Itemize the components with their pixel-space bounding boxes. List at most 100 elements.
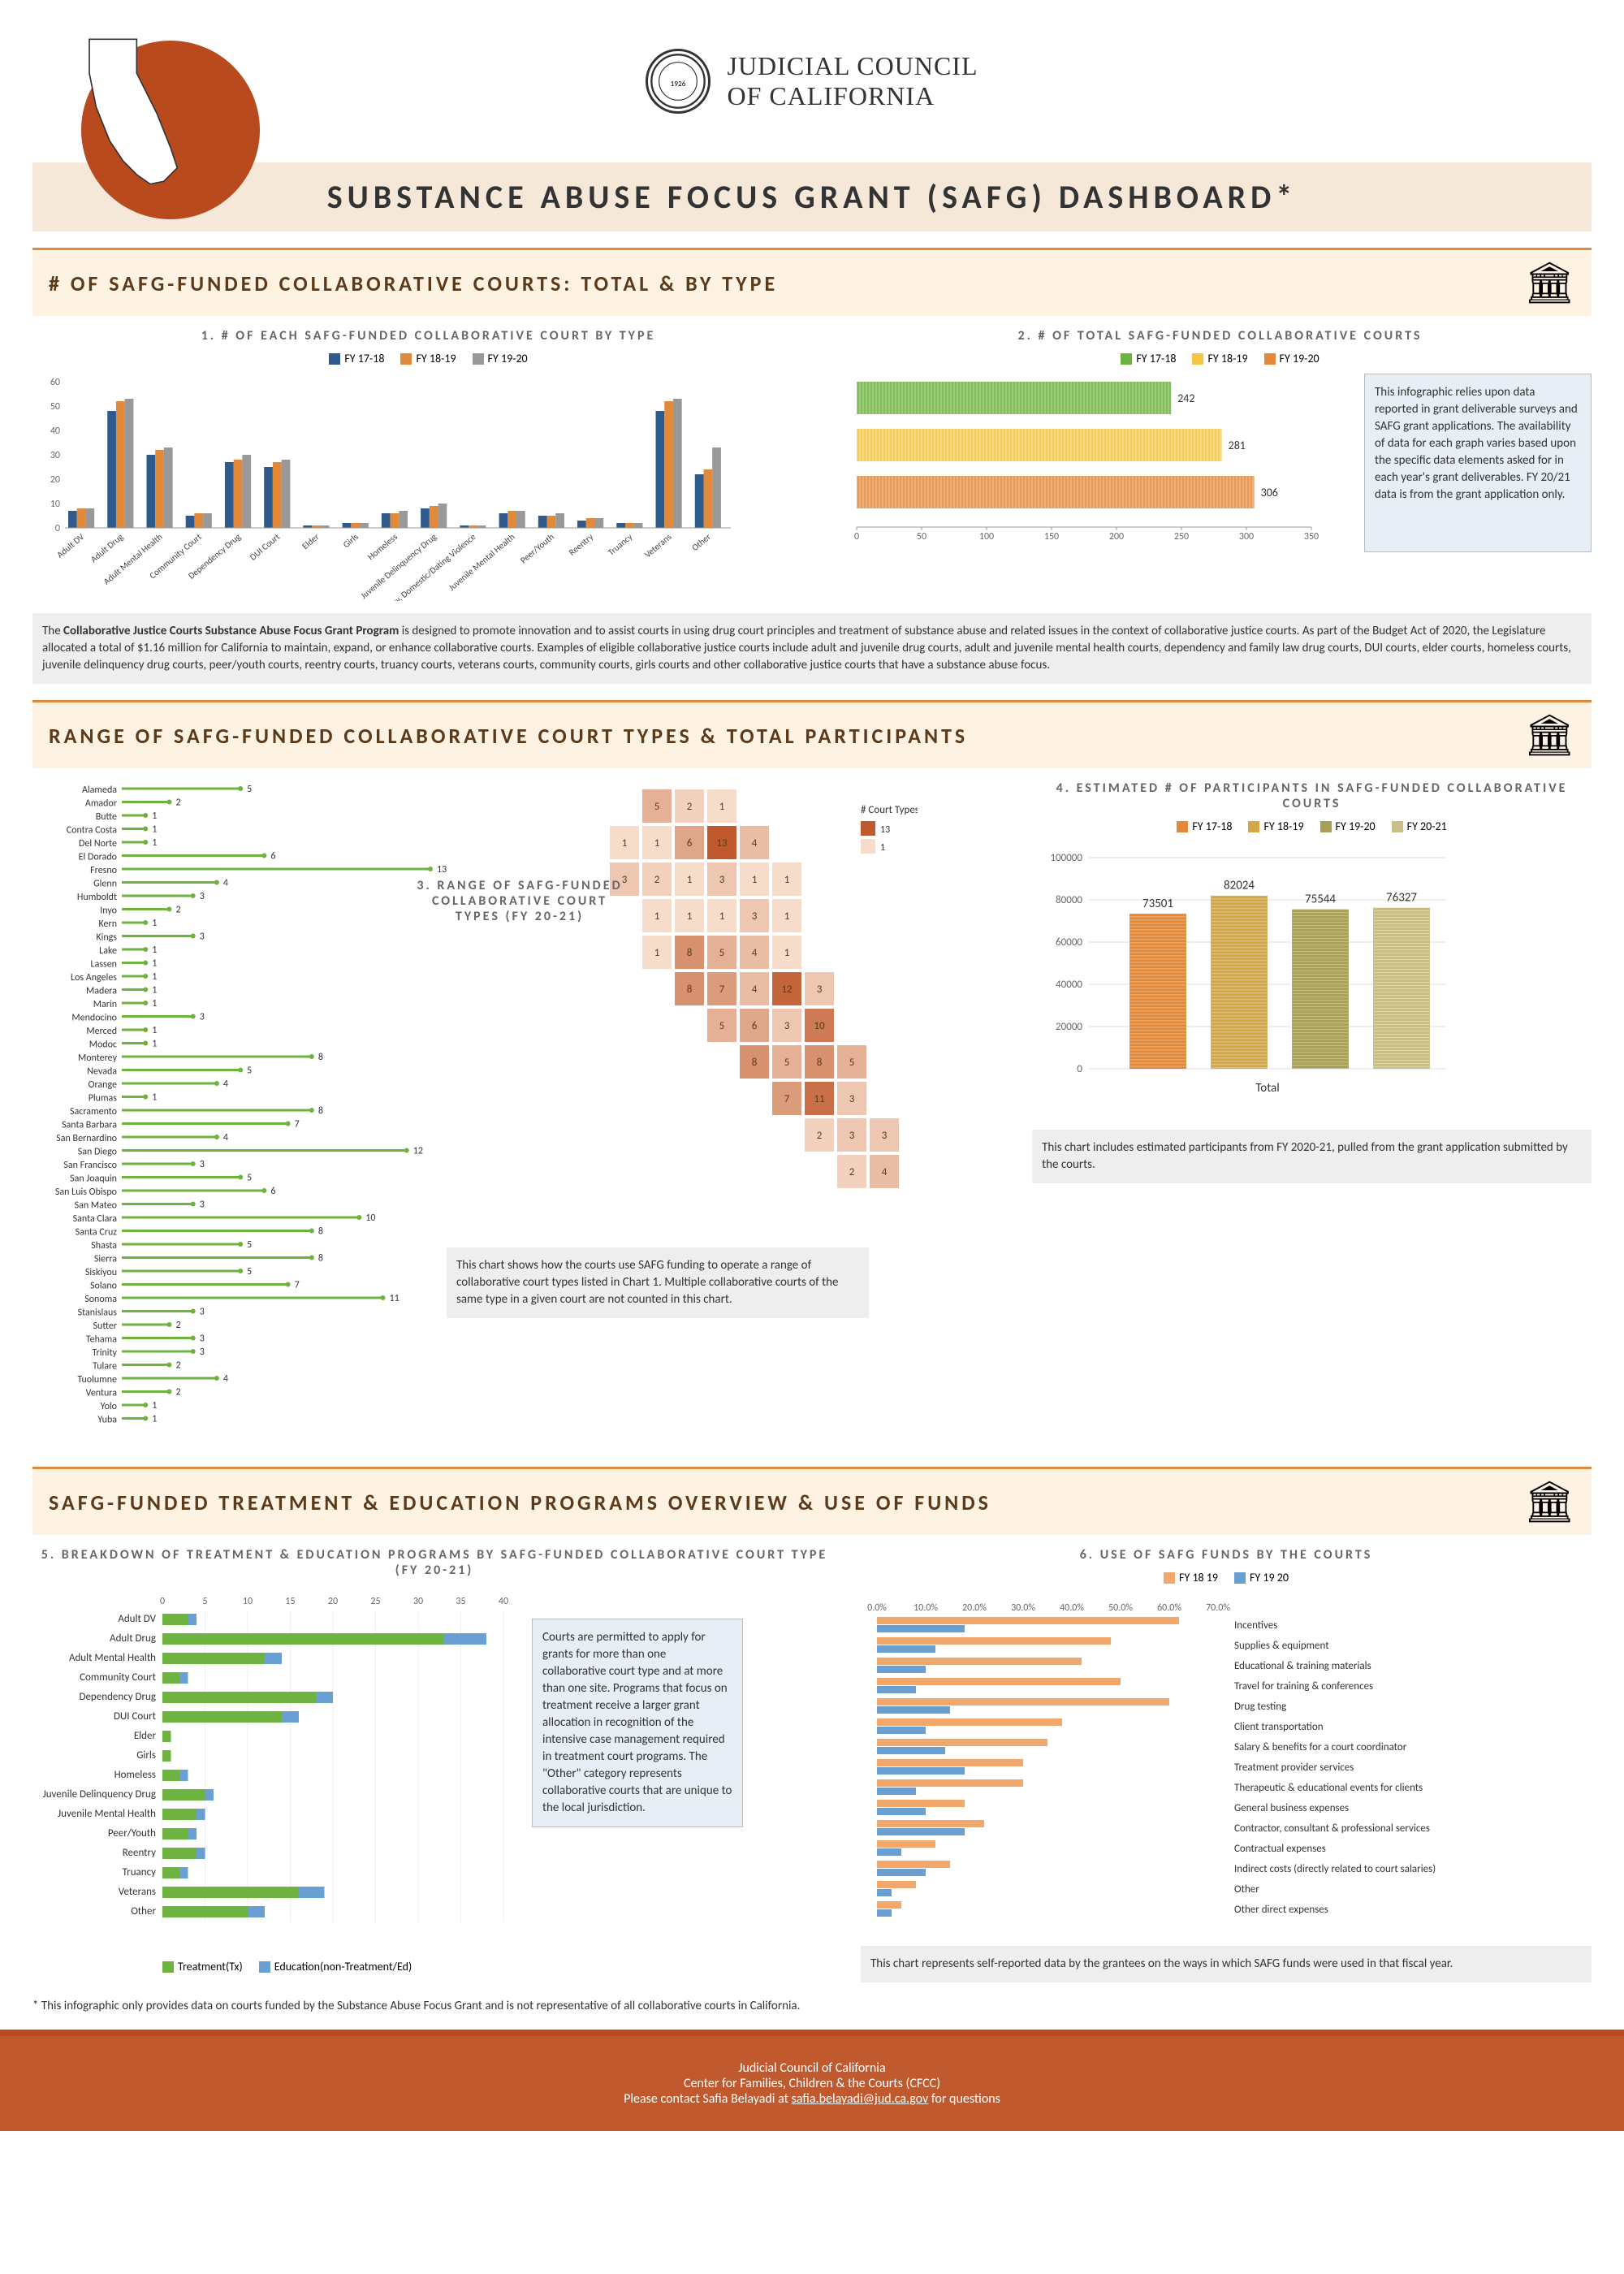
svg-text:4: 4 bbox=[752, 947, 758, 959]
svg-text:2: 2 bbox=[817, 1130, 823, 1142]
svg-text:Sacramento: Sacramento bbox=[70, 1106, 117, 1118]
svg-text:San Luis Obispo: San Luis Obispo bbox=[55, 1187, 117, 1198]
svg-text:San Mateo: San Mateo bbox=[75, 1200, 117, 1212]
building-icon: 🏛 bbox=[1524, 258, 1575, 308]
svg-text:Veterans: Veterans bbox=[642, 531, 673, 560]
svg-text:Other direct expenses: Other direct expenses bbox=[1234, 1904, 1328, 1916]
svg-text:3: 3 bbox=[200, 1347, 205, 1358]
svg-text:20.0%: 20.0% bbox=[962, 1602, 987, 1614]
svg-text:6: 6 bbox=[270, 851, 275, 862]
svg-text:5: 5 bbox=[247, 784, 252, 795]
svg-text:3: 3 bbox=[849, 1130, 855, 1142]
svg-text:Contractual expenses: Contractual expenses bbox=[1234, 1843, 1326, 1855]
svg-text:10: 10 bbox=[365, 1213, 375, 1224]
svg-text:Juvenile Mental Health: Juvenile Mental Health bbox=[447, 531, 517, 593]
svg-text:25: 25 bbox=[370, 1596, 380, 1607]
svg-text:13: 13 bbox=[437, 864, 447, 875]
chart5-stacked-hbar: 0510152025303540Adult DVAdult DrugAdult … bbox=[32, 1586, 520, 1960]
svg-text:7: 7 bbox=[784, 1093, 790, 1105]
svg-text:2: 2 bbox=[654, 874, 660, 886]
svg-text:Tuolumne: Tuolumne bbox=[77, 1374, 117, 1386]
section1-info-box: This infographic relies upon data report… bbox=[1364, 374, 1592, 552]
svg-text:300: 300 bbox=[1239, 531, 1254, 543]
svg-text:2: 2 bbox=[175, 905, 180, 916]
svg-text:Supplies & equipment: Supplies & equipment bbox=[1234, 1640, 1329, 1652]
chart1-legend: FY 17-18FY 18-19FY 19-20 bbox=[32, 352, 824, 365]
svg-text:Juvenile Delinquency Drug: Juvenile Delinquency Drug bbox=[43, 1788, 156, 1801]
svg-text:1: 1 bbox=[752, 874, 758, 886]
section3-heading: SAFG-FUNDED TREATMENT & EDUCATION PROGRA… bbox=[49, 1489, 991, 1515]
svg-text:1: 1 bbox=[152, 958, 157, 970]
main-title: SUBSTANCE ABUSE FOCUS GRANT (SAFG) DASHB… bbox=[57, 177, 1567, 217]
svg-text:5: 5 bbox=[247, 1173, 252, 1184]
svg-text:5: 5 bbox=[202, 1596, 207, 1607]
svg-text:Adult Drug: Adult Drug bbox=[89, 531, 125, 564]
svg-text:Shasta: Shasta bbox=[91, 1240, 117, 1252]
svg-text:242: 242 bbox=[1177, 391, 1194, 405]
svg-text:1: 1 bbox=[152, 998, 157, 1009]
california-logo bbox=[32, 32, 260, 195]
svg-text:Peer/Youth: Peer/Youth bbox=[518, 531, 556, 565]
svg-text:0: 0 bbox=[160, 1596, 165, 1607]
chart2-title: 2. # OF TOTAL SAFG-FUNDED COLLABORATIVE … bbox=[849, 328, 1592, 344]
section2-head: RANGE OF SAFG-FUNDED COLLABORATIVE COURT… bbox=[32, 700, 1592, 768]
svg-text:200: 200 bbox=[1109, 531, 1124, 543]
svg-text:Butte: Butte bbox=[96, 811, 117, 823]
svg-text:Truancy: Truancy bbox=[606, 531, 634, 557]
svg-text:Drug testing: Drug testing bbox=[1234, 1701, 1286, 1713]
svg-text:4: 4 bbox=[223, 1079, 228, 1090]
svg-text:0.0%: 0.0% bbox=[867, 1602, 887, 1614]
svg-text:11: 11 bbox=[814, 1093, 824, 1105]
svg-text:2: 2 bbox=[175, 1360, 180, 1372]
svg-text:20: 20 bbox=[328, 1596, 338, 1607]
svg-text:Lassen: Lassen bbox=[91, 959, 117, 971]
svg-text:Kings: Kings bbox=[96, 932, 117, 944]
svg-text:15: 15 bbox=[285, 1596, 295, 1607]
svg-text:20: 20 bbox=[50, 474, 60, 486]
svg-text:Contractor, consultant & profe: Contractor, consultant & professional se… bbox=[1234, 1822, 1430, 1835]
section2-heading: RANGE OF SAFG-FUNDED COLLABORATIVE COURT… bbox=[49, 723, 968, 749]
svg-text:8: 8 bbox=[687, 947, 693, 959]
svg-text:2: 2 bbox=[175, 1387, 180, 1399]
svg-text:1: 1 bbox=[152, 837, 157, 849]
svg-text:10: 10 bbox=[814, 1020, 825, 1032]
svg-text:3: 3 bbox=[200, 891, 205, 902]
svg-text:1: 1 bbox=[152, 1414, 157, 1425]
svg-text:8: 8 bbox=[318, 1052, 323, 1063]
svg-text:150: 150 bbox=[1044, 531, 1059, 543]
footer-line2: Center for Families, Children & the Cour… bbox=[24, 2076, 1600, 2091]
svg-text:Other: Other bbox=[1234, 1883, 1259, 1896]
svg-text:Los Angeles: Los Angeles bbox=[71, 972, 117, 984]
svg-text:Adult Mental Health: Adult Mental Health bbox=[69, 1652, 156, 1664]
svg-text:3: 3 bbox=[882, 1130, 888, 1142]
svg-text:4: 4 bbox=[223, 1132, 228, 1143]
header: 1926 JUDICIAL COUNCIL OF CALIFORNIA bbox=[32, 32, 1592, 130]
org-title-block: 1926 JUDICIAL COUNCIL OF CALIFORNIA bbox=[646, 49, 978, 114]
svg-text:1: 1 bbox=[152, 1025, 157, 1036]
svg-text:Merced: Merced bbox=[86, 1026, 117, 1037]
section1-head: # OF SAFG-FUNDED COLLABORATIVE COURTS: T… bbox=[32, 248, 1592, 316]
svg-text:Juvenile Mental Health: Juvenile Mental Health bbox=[58, 1808, 156, 1820]
svg-text:3: 3 bbox=[849, 1093, 855, 1105]
svg-text:Adult DV: Adult DV bbox=[54, 531, 86, 560]
svg-text:40: 40 bbox=[50, 426, 60, 437]
svg-text:3: 3 bbox=[719, 874, 725, 886]
svg-text:1: 1 bbox=[654, 910, 660, 923]
svg-text:4: 4 bbox=[752, 984, 758, 996]
svg-text:3: 3 bbox=[784, 1020, 790, 1032]
chart4-title: 4. ESTIMATED # OF PARTICIPANTS IN SAFG-F… bbox=[1032, 780, 1592, 811]
main-title-bar: SUBSTANCE ABUSE FOCUS GRANT (SAFG) DASHB… bbox=[32, 162, 1592, 231]
svg-text:5: 5 bbox=[784, 1057, 790, 1069]
svg-text:Lake: Lake bbox=[99, 945, 117, 957]
svg-text:Alameda: Alameda bbox=[82, 785, 117, 796]
svg-text:Orange: Orange bbox=[89, 1079, 117, 1091]
svg-text:1926: 1926 bbox=[671, 79, 686, 89]
footer-email-link[interactable]: safia.belayadi@jud.ca.gov bbox=[792, 2091, 929, 2107]
svg-text:75544: 75544 bbox=[1305, 893, 1336, 907]
svg-text:1: 1 bbox=[880, 842, 885, 854]
svg-text:6: 6 bbox=[270, 1186, 275, 1197]
svg-text:30.0%: 30.0% bbox=[1011, 1602, 1035, 1614]
svg-text:8: 8 bbox=[752, 1057, 758, 1069]
svg-text:1: 1 bbox=[152, 1400, 157, 1412]
svg-text:Reentry: Reentry bbox=[567, 531, 595, 557]
